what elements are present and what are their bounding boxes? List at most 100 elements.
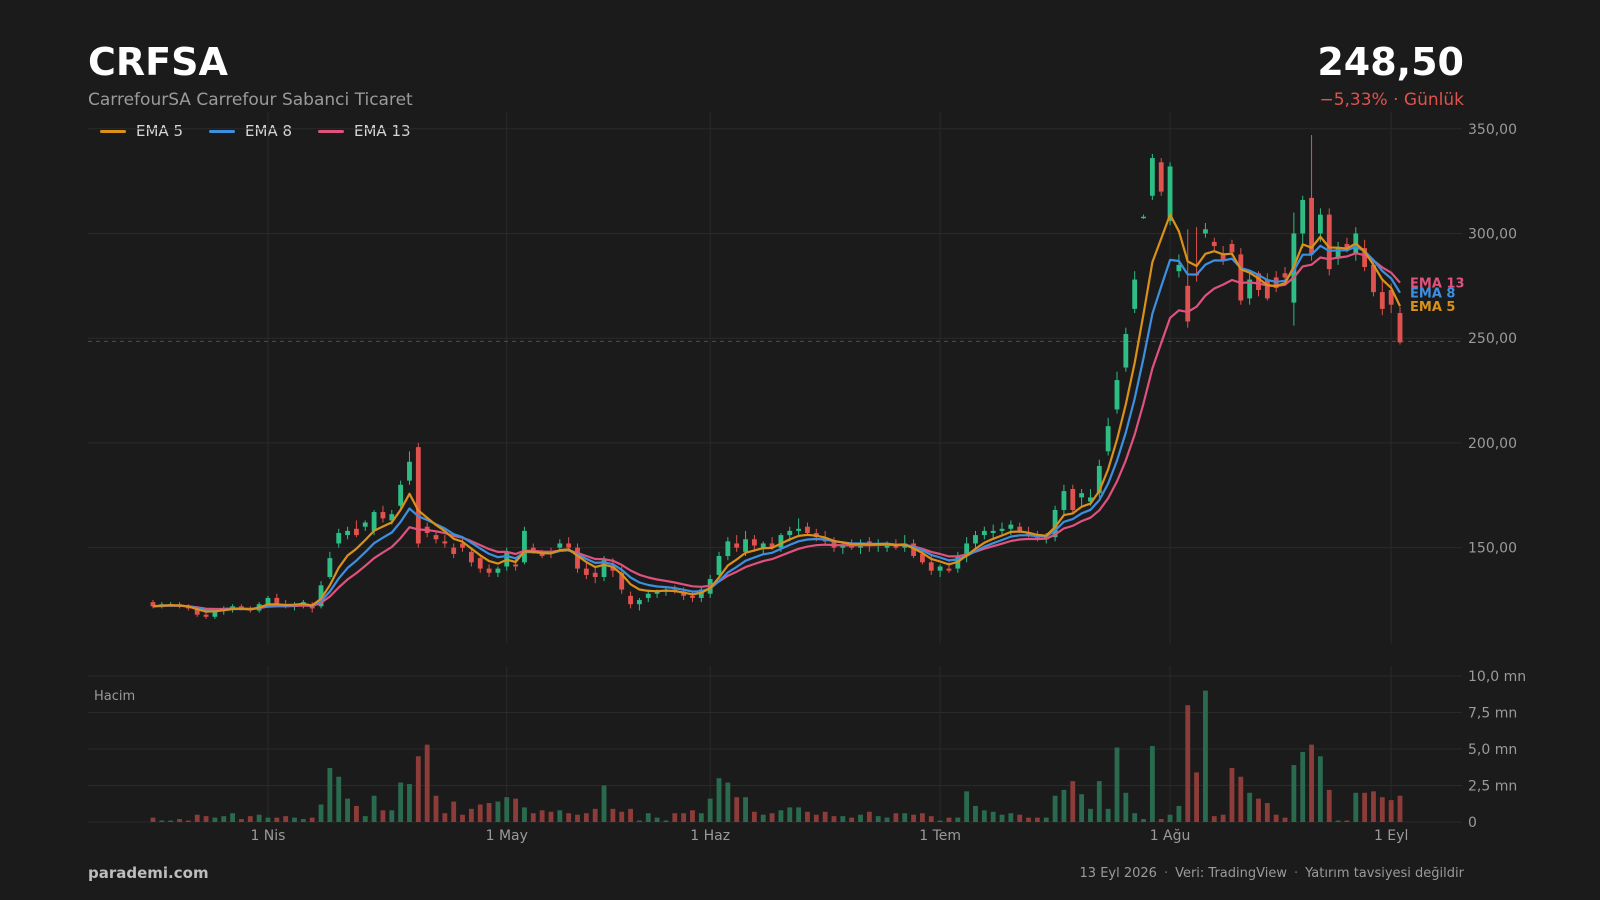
candle-body: [999, 528, 1005, 531]
volume-bar: [751, 811, 757, 822]
candle-body: [1264, 279, 1270, 299]
candle-body: [318, 585, 324, 607]
candle-body: [1123, 334, 1129, 368]
volume-bar: [1141, 819, 1146, 822]
candle-body: [787, 530, 793, 536]
candle-body: [1026, 532, 1031, 536]
candle-body: [1229, 243, 1235, 253]
volume-bar: [1123, 792, 1129, 822]
volume-bar: [239, 819, 244, 822]
candle-body: [981, 530, 987, 536]
volume-bar: [424, 744, 430, 822]
volume-bar: [230, 813, 236, 822]
volume-bar: [194, 814, 200, 822]
candle-body: [1132, 279, 1138, 309]
volume-bar: [805, 811, 810, 822]
candle-body: [1008, 524, 1014, 529]
volume-bar: [265, 817, 271, 822]
volume-bar: [345, 798, 350, 822]
price-tick-label: 150,00: [1468, 541, 1517, 557]
candle-body: [212, 610, 218, 617]
volume-bar: [1061, 789, 1067, 822]
volume-bar: [1079, 794, 1085, 822]
volume-bar: [1238, 776, 1244, 822]
candle-body: [522, 530, 527, 563]
price-tick-label: 200,00: [1468, 436, 1517, 452]
volume-bar: [973, 805, 978, 822]
candle-body: [1141, 216, 1146, 219]
volume-bar: [592, 808, 598, 822]
x-tick-label: 1 Ağu: [1150, 828, 1191, 844]
volume-bar: [1247, 792, 1253, 822]
candle-body: [194, 608, 200, 615]
price-tick-label: 300,00: [1468, 226, 1517, 242]
candle-body: [1203, 229, 1208, 234]
candle-body: [973, 535, 978, 544]
volume-bar: [787, 807, 793, 822]
volume-bar: [407, 784, 412, 822]
candle-body: [1114, 380, 1120, 410]
volume-title: Hacim: [94, 689, 135, 704]
volume-bar: [1176, 805, 1182, 822]
volume-bar: [504, 797, 510, 822]
volume-bar: [1070, 781, 1076, 822]
candle-body: [743, 539, 748, 552]
volume-bar: [1273, 814, 1279, 822]
candle-body: [769, 543, 775, 548]
volume-bar: [203, 816, 209, 822]
volume-bar: [1388, 800, 1394, 822]
candle-body: [1371, 264, 1376, 293]
candle-body: [1317, 214, 1323, 234]
legend-label-ema8: EMA 8: [245, 122, 292, 140]
candle-body: [389, 514, 395, 521]
volume-bar: [645, 813, 651, 822]
candle-body: [1388, 290, 1394, 305]
volume-bar: [460, 814, 465, 822]
ticker-title: CRFSA: [88, 40, 228, 84]
candle-body: [654, 591, 660, 594]
candle-body: [265, 597, 271, 605]
volume-bar: [690, 810, 695, 822]
volume-bar: [1379, 797, 1385, 822]
volume-bar: [911, 814, 916, 822]
volume-bar: [707, 798, 713, 822]
volume-bar: [1397, 795, 1403, 822]
x-tick-label: 1 Haz: [690, 828, 730, 844]
volume-bar: [327, 767, 333, 822]
volume-bar: [1371, 791, 1376, 822]
ema-end-label-ema13: EMA 13: [1410, 277, 1465, 292]
volume-bar: [628, 808, 633, 822]
candle-body: [1309, 197, 1314, 255]
candle-body: [336, 532, 342, 544]
volume-bar: [663, 820, 669, 822]
candle-body: [407, 461, 412, 481]
candle-body: [946, 568, 952, 571]
volume-bar: [937, 820, 943, 822]
volume-bar: [1317, 756, 1323, 822]
ema-end-label-ema8: EMA 8: [1410, 287, 1455, 302]
legend-swatch-ema13: [318, 129, 344, 133]
volume-bar: [1362, 792, 1368, 822]
candle-body: [1362, 248, 1368, 267]
candle-body: [1211, 241, 1217, 247]
x-tick-label: 1 Nis: [250, 828, 285, 844]
volume-bar: [769, 813, 775, 822]
volume-bar: [177, 819, 182, 822]
volume-bar: [486, 803, 492, 822]
volume-bar: [185, 820, 191, 822]
candle-body: [1247, 279, 1253, 299]
volume-bar: [1185, 705, 1191, 822]
legend-item-ema5: EMA 5: [100, 122, 183, 140]
candle-body: [1105, 426, 1111, 452]
candle-body: [486, 568, 492, 573]
footer-source: Veri: TradingView: [1175, 866, 1287, 881]
candle-body: [274, 597, 280, 605]
candle-body: [751, 539, 757, 546]
volume-bar: [1291, 765, 1297, 822]
candle-body: [371, 512, 377, 531]
volume-bar: [274, 817, 280, 822]
volume-bar: [920, 813, 925, 822]
volume-bar: [716, 778, 722, 822]
volume-bar: [1096, 781, 1102, 822]
